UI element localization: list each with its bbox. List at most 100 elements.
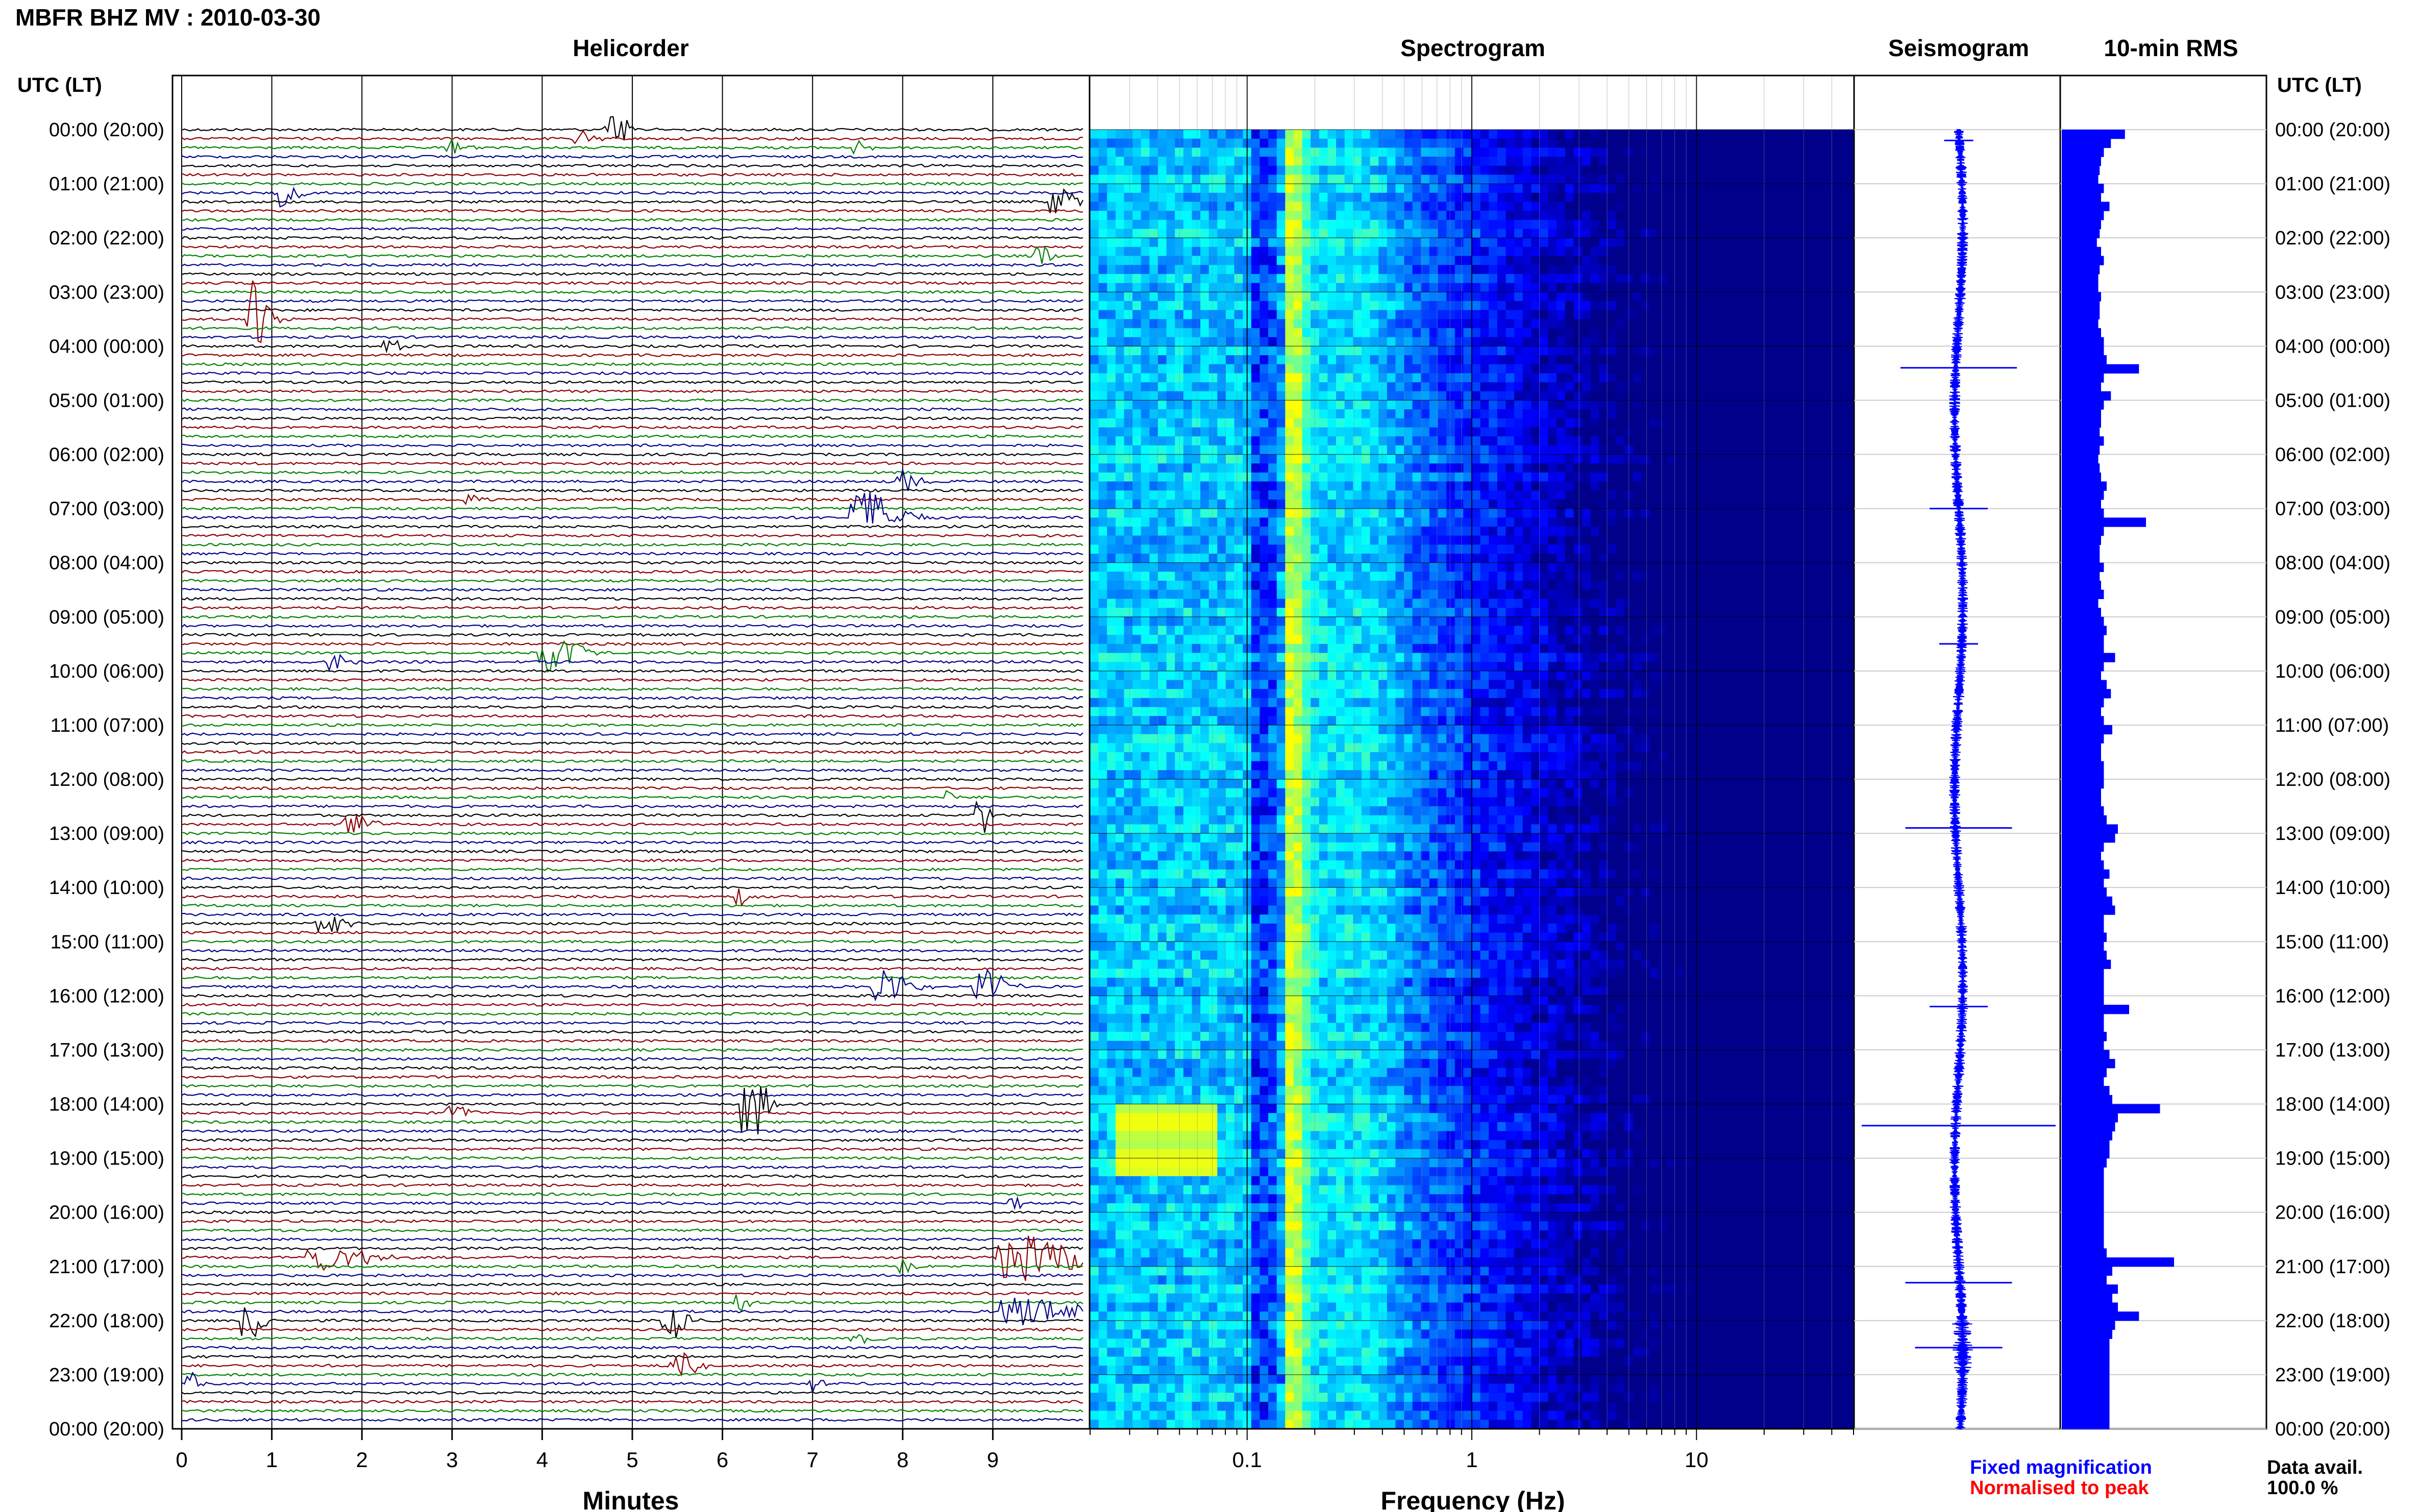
spectrogram-cell — [1845, 463, 1854, 473]
spectrogram-cell — [1786, 499, 1795, 509]
spectrogram-cell — [1285, 418, 1294, 428]
helicorder-trace — [181, 1294, 1083, 1312]
spectrogram-cell — [1293, 184, 1303, 193]
spectrogram-cell — [1819, 238, 1829, 247]
spectrogram-cell — [1200, 355, 1210, 365]
spectrogram-cell — [1531, 517, 1540, 527]
spectrogram-cell — [1684, 427, 1693, 437]
spectrogram-cell — [1633, 535, 1642, 546]
spectrogram-cell — [1370, 409, 1379, 419]
spectrogram-cell — [1540, 310, 1549, 320]
spectrogram-cell — [1115, 427, 1125, 437]
helicorder-trace — [181, 633, 1083, 637]
spectrogram-cell — [1836, 346, 1846, 356]
spectrogram-cell — [1667, 517, 1676, 527]
spectrogram-cell — [1115, 246, 1125, 257]
spectrogram-cell — [1370, 454, 1379, 464]
spectrogram-cell — [1336, 373, 1345, 383]
spectrogram-cell — [1633, 391, 1642, 401]
spectrogram-cell — [1590, 481, 1600, 491]
spectrogram-cell — [1311, 544, 1320, 554]
spectrogram-cell — [1599, 382, 1608, 392]
spectrogram-cell — [1141, 526, 1150, 536]
spectrogram-cell — [1751, 301, 1761, 311]
spectrogram-cell — [1192, 238, 1201, 247]
spectrogram-cell — [1302, 147, 1311, 157]
spectrogram-cell — [1311, 283, 1320, 293]
spectrogram-cell — [1811, 418, 1820, 428]
spectrogram-cell — [1684, 292, 1693, 302]
spectrogram-cell — [1590, 418, 1600, 428]
spectrogram-cell — [1751, 147, 1761, 157]
spectrogram-cell — [1480, 373, 1489, 383]
spectrogram-cell — [1751, 490, 1761, 500]
spectrogram-cell — [1540, 202, 1549, 211]
spectrogram-cell — [1836, 445, 1846, 455]
spectrogram-cell — [1650, 454, 1659, 464]
spectrogram-cell — [1557, 517, 1566, 527]
spectrogram-cell — [1234, 147, 1243, 157]
helicorder-trace — [181, 949, 1083, 953]
spectrogram-cell — [1149, 445, 1158, 455]
spectrogram-cell — [1412, 436, 1421, 446]
spectrogram-cell — [1565, 355, 1574, 365]
helicorder-trace — [181, 335, 1083, 339]
spectrogram-cell — [1768, 572, 1778, 581]
spectrogram-cell — [1429, 373, 1439, 383]
spectrogram-cell — [1336, 238, 1345, 247]
spectrogram-cell — [1650, 175, 1659, 184]
spectrogram-cell — [1573, 283, 1583, 293]
spectrogram-cell — [1633, 508, 1642, 518]
spectrogram-cell — [1845, 391, 1854, 401]
spectrogram-cell — [1395, 211, 1404, 220]
spectrogram-cell — [1777, 454, 1786, 464]
spectrogram-cell — [1700, 499, 1710, 509]
spectrogram-cell — [1276, 319, 1286, 329]
spectrogram-cell — [1234, 165, 1243, 176]
spectrogram-cell — [1650, 418, 1659, 428]
spectrogram-cell — [1141, 192, 1150, 203]
spectrogram-cell — [1336, 265, 1345, 275]
spectrogram-cell — [1149, 599, 1158, 608]
spectrogram-cell — [1472, 292, 1481, 302]
spectrogram-cell — [1336, 138, 1345, 148]
spectrogram-cell — [1378, 364, 1388, 374]
spectrogram-cell — [1582, 202, 1591, 211]
spectrogram-cell — [1718, 219, 1727, 230]
time-label: 19:00 (15:00) — [2275, 1148, 2390, 1170]
spectrogram-cell — [1700, 192, 1710, 203]
spectrogram-cell — [1293, 229, 1303, 238]
spectrogram-cell — [1327, 382, 1337, 392]
spectrogram-cell — [1226, 436, 1235, 446]
spectrogram-cell — [1514, 562, 1523, 573]
spectrogram-cell — [1421, 463, 1430, 473]
spectrogram-cell — [1522, 391, 1532, 401]
helicorder-trace — [181, 1156, 1083, 1160]
spectrogram-cell — [1794, 400, 1803, 410]
spectrogram-cell — [1285, 211, 1294, 220]
spectrogram-cell — [1709, 445, 1718, 455]
spectrogram-cell — [1718, 301, 1727, 311]
spectrogram-cell — [1183, 165, 1193, 176]
spectrogram-cell — [1786, 337, 1795, 347]
spectrogram-cell — [1505, 184, 1515, 193]
spectrogram-cell — [1429, 554, 1439, 563]
spectrogram-cell — [1098, 337, 1107, 347]
spectrogram-cell — [1412, 175, 1421, 184]
spectrogram-cell — [1472, 238, 1481, 247]
spectrogram-cell — [1268, 292, 1277, 302]
spectrogram-cell — [1378, 319, 1388, 329]
time-label: 10:00 (06:00) — [49, 661, 164, 682]
spectrogram-cell — [1336, 454, 1345, 464]
spectrogram-cell — [1667, 427, 1676, 437]
spectrogram-cell — [1387, 219, 1396, 230]
spectrogram-cell — [1293, 418, 1303, 428]
spectrogram-cell — [1421, 202, 1430, 211]
spectrogram-cell — [1361, 409, 1371, 419]
spectrogram-cell — [1311, 490, 1320, 500]
spectrogram-cell — [1429, 562, 1439, 573]
spectrogram-cell — [1582, 355, 1591, 365]
spectrogram-cell — [1098, 508, 1107, 518]
spectrogram-cell — [1573, 391, 1583, 401]
spectrogram-cell — [1166, 382, 1175, 392]
